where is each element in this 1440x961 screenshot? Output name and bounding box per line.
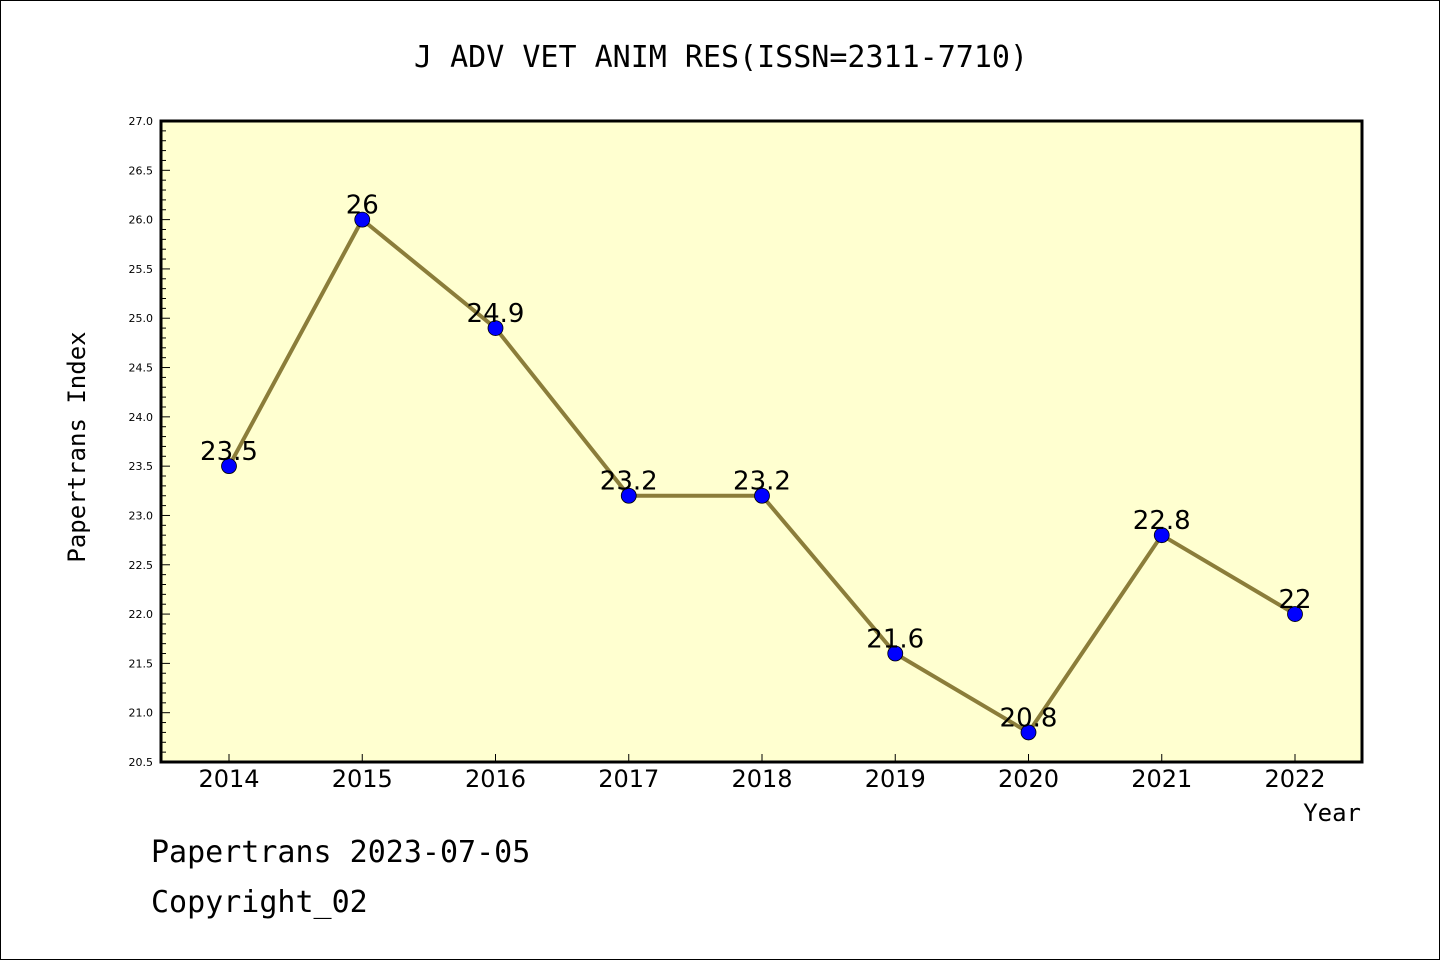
chart-title: J ADV VET ANIM RES(ISSN=2311-7710) [414,40,1028,75]
data-label: 26 [346,191,379,221]
y-tick-label: 23.0 [129,509,154,522]
data-label: 23.2 [733,467,791,497]
data-label: 23.2 [600,467,658,497]
data-label: 22 [1278,585,1311,615]
footer-date: Papertrans 2023-07-05 [151,835,531,870]
x-tick-label: 2014 [198,765,259,793]
y-tick-label: 22.5 [129,559,154,572]
y-tick-label: 20.5 [129,756,154,769]
data-label: 21.6 [866,625,924,655]
y-tick-label: 21.5 [129,657,154,670]
plot-area [159,119,1364,764]
y-tick-label: 24.0 [129,411,154,424]
y-tick-label: 25.0 [129,312,154,325]
x-tick-label: 2017 [598,765,659,793]
x-tick-label: 2022 [1264,765,1325,793]
data-point [1020,724,1037,741]
data-label: 22.8 [1133,506,1191,536]
series-group [221,211,1303,741]
data-label: 20.8 [1000,703,1058,733]
y-tick-label: 22.0 [129,608,154,621]
x-axis-label: Year [1303,799,1361,827]
y-tick-label: 25.5 [129,263,154,276]
y-tick-label: 21.0 [129,707,154,720]
footer-copyright: Copyright_02 [151,885,368,920]
data-label: 24.9 [467,299,525,329]
y-tick-label: 27.0 [129,115,154,128]
data-point [1287,606,1303,622]
data-point [487,320,504,336]
data-label: 23.5 [200,437,258,467]
data-point [1153,527,1170,544]
y-tick-label: 23.5 [129,460,154,473]
data-point [620,487,637,504]
data-point [221,458,237,475]
data-point [887,645,904,662]
x-tick-label: 2015 [332,765,393,793]
y-tick-label: 26.5 [129,164,154,177]
data-point [754,487,770,504]
x-tick-label: 2016 [465,765,526,793]
x-tick-label: 2020 [998,765,1059,793]
y-axis-label: Papertrans Index [63,331,91,562]
y-tick-label: 24.5 [129,362,154,375]
data-labels: 23.5 26 24.9 23.2 23.2 21.6 20.8 22.8 22 [200,191,1311,734]
x-tick-label: 2021 [1131,765,1192,793]
y-axis: 20.5 21.0 21.5 22.0 22.5 23.0 23.5 24.0 24.5 25.0… [129,115,170,769]
x-tick-label: 2019 [865,765,926,793]
y-tick-label: 26.0 [129,214,154,227]
x-tick-label: 2018 [731,765,792,793]
data-point [354,211,371,228]
x-axis: 2014 2015 2016 2017 2018 2019 2020 2021 2022 [198,754,1326,793]
